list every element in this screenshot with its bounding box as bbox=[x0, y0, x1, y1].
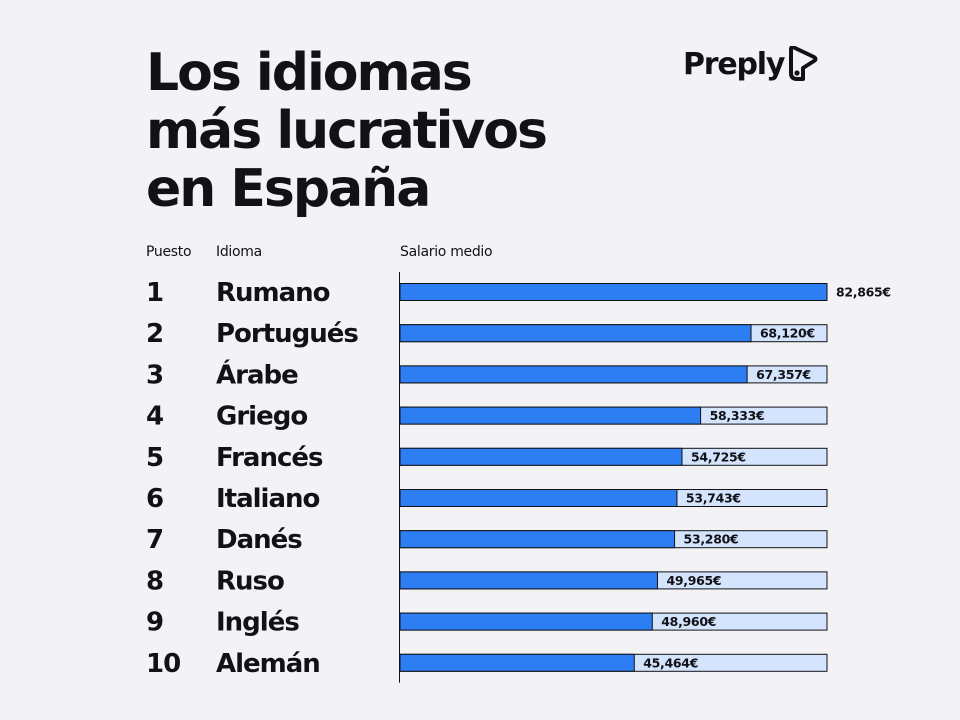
value-label: 48,960€ bbox=[661, 614, 716, 629]
bar bbox=[399, 283, 828, 301]
language-label: Ruso bbox=[216, 566, 284, 596]
bar bbox=[399, 447, 683, 466]
language-label: Inglés bbox=[216, 608, 299, 638]
brand-logo: Preply bbox=[683, 44, 818, 84]
rank-label: 8 bbox=[146, 566, 163, 596]
bar bbox=[399, 324, 752, 343]
language-label: Italiano bbox=[216, 484, 320, 514]
rank-label: 1 bbox=[146, 278, 163, 308]
rank-label: 3 bbox=[146, 360, 163, 390]
rank-label: 4 bbox=[146, 402, 163, 432]
bar bbox=[399, 530, 676, 549]
value-label: 49,965€ bbox=[666, 573, 721, 588]
rank-label: 9 bbox=[146, 608, 163, 638]
rank-label: 10 bbox=[146, 649, 180, 679]
column-header-language: Idioma bbox=[216, 244, 262, 260]
value-label: 45,464€ bbox=[643, 655, 698, 670]
language-label: Griego bbox=[216, 402, 307, 432]
value-label: 58,333€ bbox=[710, 408, 765, 423]
title-line-3: en España bbox=[146, 159, 431, 219]
bar bbox=[399, 365, 748, 384]
preply-logo-icon bbox=[789, 46, 818, 81]
language-label: Árabe bbox=[216, 358, 298, 390]
bar bbox=[399, 489, 678, 507]
title-line-1: Los idiomas bbox=[146, 43, 473, 103]
rank-label: 7 bbox=[146, 525, 163, 555]
logo-text: Preply bbox=[683, 46, 785, 82]
language-label: Portugués bbox=[216, 319, 358, 349]
column-header-rank: Puesto bbox=[146, 244, 192, 260]
language-label: Danés bbox=[216, 525, 302, 555]
bar bbox=[399, 571, 658, 590]
value-label: 53,280€ bbox=[684, 532, 739, 547]
value-label: 68,120€ bbox=[760, 326, 815, 341]
value-label: 53,743€ bbox=[686, 491, 741, 506]
rank-label: 5 bbox=[146, 443, 163, 473]
rank-label: 2 bbox=[146, 319, 163, 349]
value-label: 82,865€ bbox=[836, 285, 891, 300]
rank-label: 6 bbox=[146, 484, 163, 514]
page-title: Los idiomas más lucrativos en España bbox=[146, 44, 606, 218]
bar bbox=[399, 653, 635, 672]
bar bbox=[399, 406, 702, 425]
value-label: 54,725€ bbox=[691, 449, 746, 464]
bar bbox=[399, 612, 653, 631]
column-header-salary: Salario medio bbox=[400, 244, 493, 260]
value-label: 67,357€ bbox=[756, 367, 811, 382]
language-label: Rumano bbox=[216, 278, 330, 308]
language-label: Alemán bbox=[216, 649, 320, 679]
language-label: Francés bbox=[216, 443, 323, 473]
title-line-2: más lucrativos bbox=[146, 101, 548, 161]
